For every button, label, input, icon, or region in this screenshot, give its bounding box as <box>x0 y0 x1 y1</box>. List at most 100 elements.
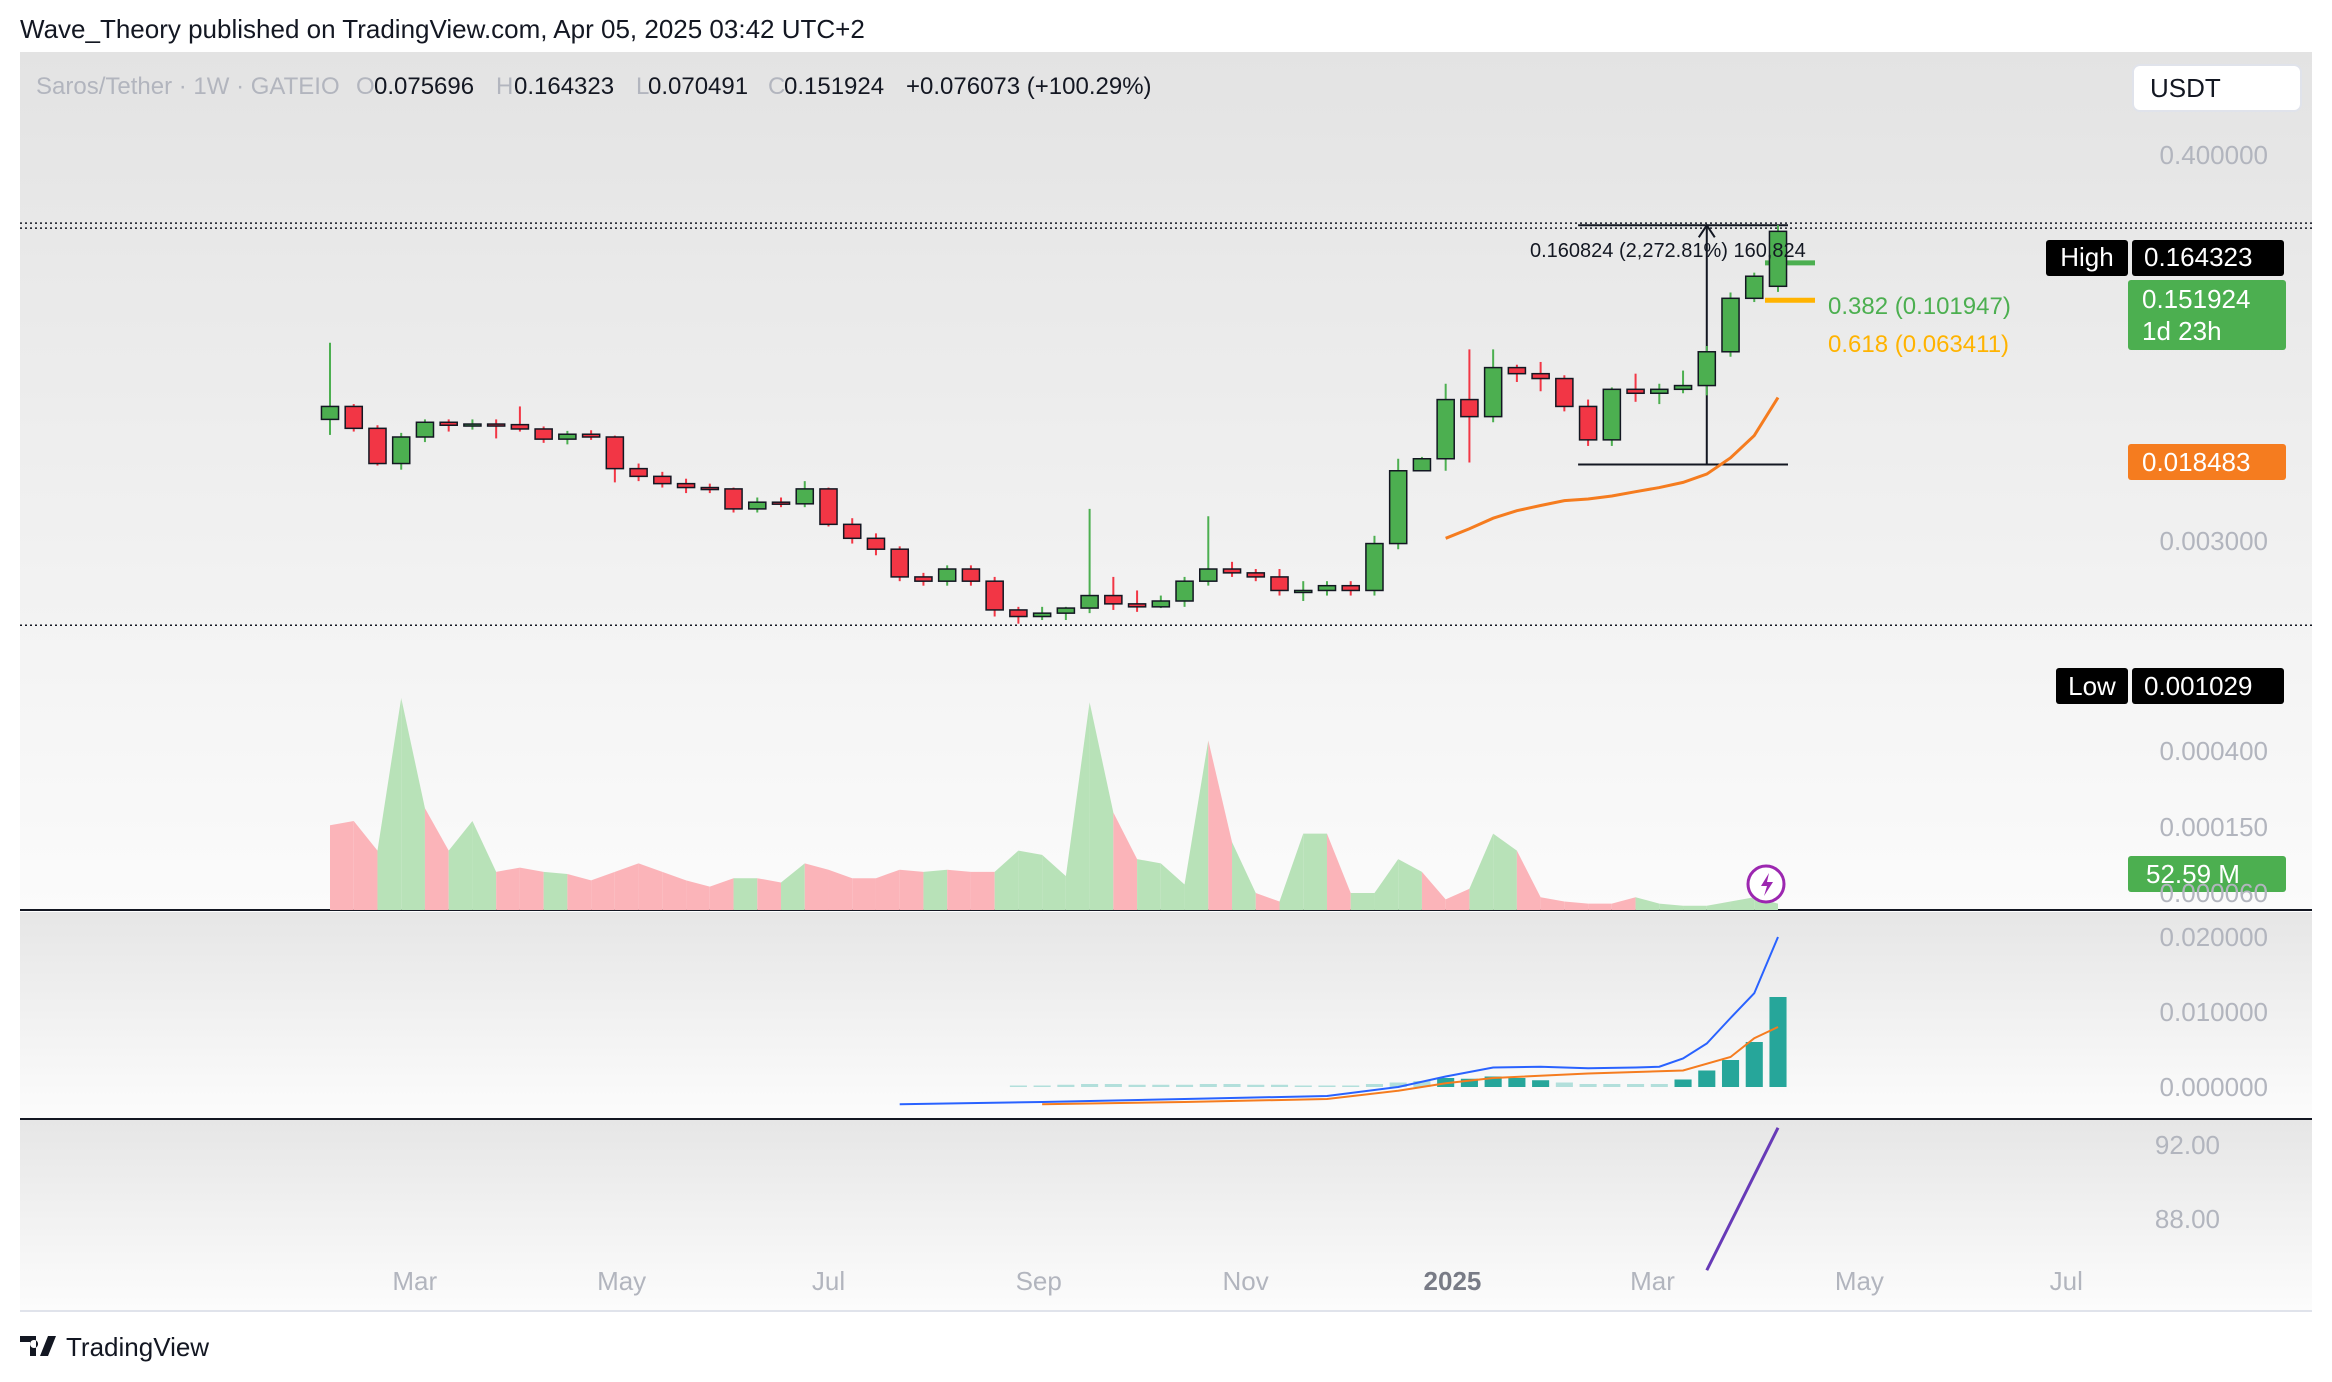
time-axis-tick: Sep <box>1016 1266 1062 1296</box>
volume-segment <box>1042 854 1066 910</box>
volume-segment <box>1232 842 1256 910</box>
candle-body <box>1721 297 1740 353</box>
candle-body <box>320 405 340 421</box>
macd-histogram-bar <box>1318 1085 1336 1087</box>
price-axis-tick: 0.400000 <box>2160 140 2268 170</box>
volume-segment <box>733 878 758 910</box>
candle-body <box>1483 366 1503 418</box>
volume-segment <box>1516 850 1541 910</box>
volume-segment <box>1564 901 1589 910</box>
volume-segment <box>1303 833 1327 910</box>
volume-segment <box>1540 897 1565 910</box>
reference-lines <box>20 222 2312 627</box>
volume-segment <box>781 863 805 910</box>
macd-pane[interactable] <box>20 912 2312 1118</box>
volume-segment <box>1469 833 1494 910</box>
macd-histogram-bar <box>1532 1080 1550 1087</box>
measure-label: 0.160824 (2,272.81%) 160,824 <box>1530 240 1806 262</box>
candle-body <box>391 436 411 465</box>
candle-body <box>415 421 435 438</box>
candle-body <box>1531 372 1550 380</box>
macd-histogram-bar <box>1769 997 1787 1087</box>
candle-body <box>581 433 601 438</box>
candle-body <box>1341 584 1361 592</box>
volume-segment <box>638 863 663 910</box>
tradingview-logo[interactable]: TradingView <box>20 1332 209 1362</box>
price-pane[interactable] <box>20 52 2312 910</box>
candle-body <box>486 423 506 427</box>
volume-segment <box>1445 888 1470 910</box>
volume-segment <box>662 871 687 910</box>
time-axis-tick: May <box>597 1266 646 1296</box>
macd-histogram-bar <box>1176 1084 1194 1087</box>
macd-histogram-bar <box>1057 1084 1075 1087</box>
macd-histogram-bar <box>1389 1082 1407 1087</box>
macd-axis-tick: 0.020000 <box>2160 922 2268 952</box>
low-value: 0.070491 <box>648 73 748 100</box>
candle-body <box>724 488 743 510</box>
volume-segment <box>994 850 1019 910</box>
price-axis-labels: High 0.164323 0.151924 1d 23h 0.018483 L… <box>2046 240 2286 704</box>
volume-segment <box>567 873 592 910</box>
volume-segment <box>472 820 497 910</box>
tradingview-logo-icon <box>20 1336 56 1356</box>
open-label: O <box>356 73 375 100</box>
volume-segment <box>1588 903 1612 910</box>
high-value: 0.164323 <box>514 73 614 100</box>
symbol-label: Saros/Tether · 1W · GATEIO <box>36 73 340 100</box>
volume-segment <box>614 863 639 910</box>
open-value: 0.075696 <box>374 73 474 100</box>
candle-body <box>1436 398 1455 460</box>
rsi-line <box>1705 1127 1780 1271</box>
time-axis-tick: 2025 <box>1424 1266 1482 1296</box>
currency-button[interactable]: USDT <box>2132 64 2302 112</box>
price-axis-tick: 0.000400 <box>2160 736 2268 766</box>
candle-body <box>1744 275 1764 300</box>
volume-segment <box>1730 897 1755 910</box>
volume-segment <box>496 867 520 910</box>
candle-body <box>1317 584 1337 592</box>
macd-histogram-bar <box>1745 1042 1763 1087</box>
volume-segment <box>1350 893 1375 910</box>
rsi-pane[interactable] <box>20 1120 2312 1310</box>
volume-segment <box>1137 859 1161 910</box>
time-axis-tick: Mar <box>1630 1266 1675 1296</box>
measure-arrow-icon <box>1697 223 1716 238</box>
volume-segment <box>709 878 734 910</box>
close-value: 0.151924 <box>784 73 884 100</box>
macd-histogram-bar <box>1152 1084 1170 1087</box>
volume-segment <box>1398 859 1422 910</box>
candle-body <box>1293 589 1313 594</box>
candle-body <box>1507 366 1527 375</box>
candle-body <box>1365 542 1384 592</box>
candle-body <box>985 580 1004 611</box>
time-axis-tick: Nov <box>1222 1266 1268 1296</box>
volume-segment <box>970 871 995 910</box>
candle-body <box>866 537 886 550</box>
lightning-glyph <box>1761 873 1773 896</box>
macd-axis-tick: 0.010000 <box>2160 997 2268 1027</box>
candle-body <box>1151 600 1171 608</box>
candle-body <box>747 501 767 510</box>
volume-value-box <box>2128 856 2286 892</box>
volume-segment <box>1326 833 1351 910</box>
macd-histogram-bar <box>1033 1085 1051 1087</box>
macd-histogram-bar <box>1081 1084 1099 1087</box>
time-axis-border <box>20 1310 2312 1312</box>
volume-segment <box>448 820 473 910</box>
candle-body <box>368 427 387 465</box>
volume-segment <box>852 878 876 910</box>
high-label: H <box>496 73 513 100</box>
time-axis-tick: Mar <box>392 1266 437 1296</box>
candle-body <box>1222 568 1242 574</box>
volume-segment <box>1611 897 1636 910</box>
candle-body <box>1104 594 1123 605</box>
volume-segment <box>686 880 710 910</box>
volume-value-label: 52.59 M <box>2146 859 2240 889</box>
macd-histogram-bar <box>1009 1085 1027 1087</box>
candle-body <box>605 436 625 470</box>
macd-histogram-bar <box>1199 1084 1217 1087</box>
volume-segment <box>591 871 615 910</box>
volume-segment <box>1493 833 1517 910</box>
